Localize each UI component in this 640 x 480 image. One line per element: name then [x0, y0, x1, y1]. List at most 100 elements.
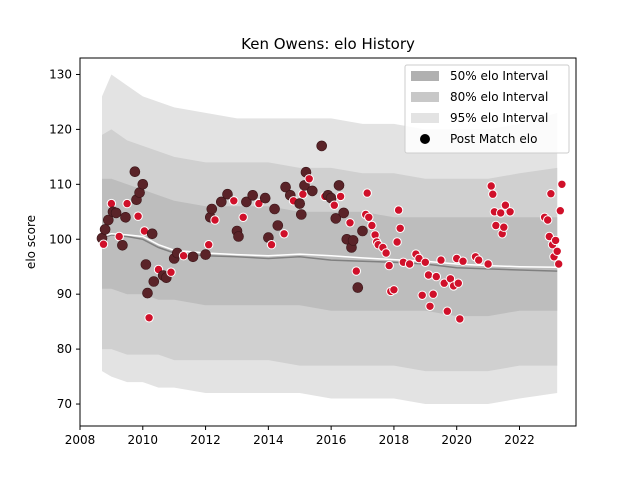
post-match-point — [103, 214, 114, 226]
post-match-point — [110, 207, 122, 219]
y-tick-label: 80 — [57, 342, 72, 356]
post-match-point — [499, 222, 509, 232]
post-match-point — [206, 203, 218, 215]
y-axis-label: elo score — [24, 215, 38, 269]
post-match-point — [389, 285, 399, 295]
post-match-point — [222, 188, 233, 200]
x-tick-label: 2020 — [441, 433, 472, 447]
x-tick-label: 2010 — [128, 433, 159, 447]
post-match-point — [204, 240, 214, 250]
post-match-point — [392, 237, 402, 247]
post-match-point — [488, 189, 498, 199]
post-match-point — [505, 207, 515, 217]
legend-label: 50% elo Interval — [450, 69, 548, 83]
post-match-point — [129, 166, 141, 177]
median-elo-line — [101, 234, 558, 272]
legend-swatch — [411, 71, 439, 81]
post-match-point — [367, 220, 377, 231]
post-match-point — [404, 259, 415, 269]
x-axis: 2008 2010 2012 2014 2016 2018 2020 2022 — [65, 426, 535, 447]
chart-title: Ken Owens: elo History — [241, 35, 415, 53]
post-match-point — [442, 306, 452, 316]
legend-label: 95% elo Interval — [450, 111, 548, 125]
post-match-point — [458, 256, 468, 266]
post-match-point — [210, 215, 220, 225]
post-match-point — [272, 220, 284, 231]
post-match-point — [425, 301, 435, 311]
post-match-point — [550, 235, 561, 246]
post-match-point — [233, 231, 244, 242]
post-match-point — [140, 259, 152, 270]
post-match-point — [333, 180, 345, 191]
post-match-point — [557, 179, 567, 190]
post-match-point — [431, 271, 441, 282]
post-match-point — [298, 189, 308, 199]
post-match-point — [98, 239, 109, 249]
y-tick-label: 70 — [57, 397, 72, 411]
post-match-point — [351, 266, 361, 276]
post-match-point — [395, 223, 405, 234]
post-match-point — [241, 196, 252, 208]
post-match-point — [106, 198, 117, 209]
post-match-point — [146, 228, 158, 240]
legend-marker — [420, 134, 430, 144]
post-match-point — [428, 289, 438, 299]
post-match-point — [200, 249, 211, 260]
post-match-point — [352, 282, 364, 293]
post-match-point — [306, 185, 318, 197]
plot-frame — [79, 57, 577, 427]
y-tick-label: 90 — [57, 287, 72, 301]
post-match-point — [347, 235, 359, 246]
legend-swatch — [411, 113, 439, 123]
post-match-point — [279, 229, 289, 239]
post-match-point — [144, 313, 154, 323]
post-match-point — [330, 213, 342, 224]
y-tick-label: 110 — [49, 177, 72, 191]
x-tick-label: 2012 — [190, 433, 221, 447]
plot-area — [96, 74, 567, 404]
post-match-point — [142, 287, 153, 299]
x-tick-label: 2014 — [253, 433, 284, 447]
legend-label: 80% elo Interval — [450, 90, 548, 104]
post-match-point — [496, 208, 506, 218]
legend-label: Post Match elo — [450, 132, 537, 146]
post-match-point — [439, 278, 449, 288]
post-match-point — [546, 189, 556, 199]
post-match-point — [417, 290, 427, 300]
post-match-point — [436, 255, 446, 265]
post-match-point — [114, 231, 124, 242]
post-match-point — [117, 240, 128, 251]
post-match-point — [280, 181, 291, 193]
post-match-point — [384, 260, 394, 271]
y-tick-label: 100 — [49, 232, 72, 246]
post-match-point — [338, 207, 350, 219]
post-match-point — [491, 220, 501, 231]
post-match-point — [187, 251, 199, 263]
post-match-point — [357, 225, 368, 237]
y-axis: 70 80 90 100 110 120 130 — [49, 67, 80, 411]
legend-box — [404, 64, 570, 154]
x-tick-label: 2018 — [379, 433, 410, 447]
post-match-point — [364, 212, 374, 223]
post-match-point — [393, 205, 404, 215]
post-match-point — [420, 257, 430, 267]
post-match-point — [500, 200, 511, 210]
post-match-point — [381, 248, 391, 258]
legend-swatch — [411, 92, 439, 102]
x-tick-label: 2016 — [316, 433, 347, 447]
post-match-point — [329, 200, 339, 210]
post-match-point — [294, 198, 306, 209]
post-match-point — [295, 209, 307, 220]
post-match-point — [137, 179, 149, 190]
y-tick-label: 120 — [49, 122, 72, 136]
post-match-point — [474, 255, 484, 265]
post-match-point — [238, 212, 248, 223]
post-match-point — [266, 240, 277, 250]
post-match-point — [554, 259, 564, 269]
post-match-point — [120, 212, 131, 223]
post-match-point — [178, 251, 189, 261]
x-tick-label: 2008 — [65, 433, 96, 447]
legend: 50% elo Interval 80% elo Interval 95% elo … — [404, 64, 570, 154]
post-match-point — [254, 198, 264, 209]
